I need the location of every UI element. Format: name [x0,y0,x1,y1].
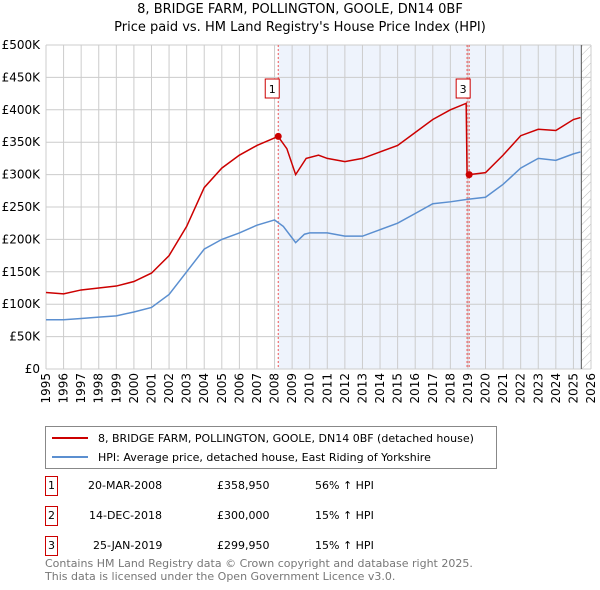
x-tick-label: 2002 [162,373,176,404]
sale-hpi: 15% ↑ HPI [315,509,374,522]
footer-line: Contains HM Land Registry data © Crown c… [45,557,473,570]
x-tick-label: 2013 [355,373,369,404]
x-tick-label: 2000 [127,373,141,404]
x-tick-label: 2012 [338,373,352,404]
sale-label-box [264,78,280,99]
sale-point [465,171,473,179]
sale-number: 3 [45,536,58,556]
y-tick-label: £100K [2,297,42,311]
sale-date: 20-MAR-2008 [88,479,163,492]
y-tick-label: £500K [2,38,42,52]
legend-swatch-property [52,437,88,439]
sale-number: 1 [45,476,58,496]
x-tick-label: 1998 [92,373,106,404]
x-tick-label: 2010 [303,373,317,404]
x-tick-label: 2022 [514,373,528,404]
sale-label-box [455,78,471,99]
x-tick-label: 1995 [39,373,53,404]
sale-price: £299,950 [217,539,270,552]
x-tick-label: 2009 [285,373,299,404]
x-tick-label: 2003 [180,373,194,404]
x-tick-label: 2016 [408,373,422,404]
legend-label-property: 8, BRIDGE FARM, POLLINGTON, GOOLE, DN14 … [98,431,474,445]
y-tick-label: £50K [9,330,41,344]
legend: 8, BRIDGE FARM, POLLINGTON, GOOLE, DN14 … [45,426,497,469]
x-tick-label: 2006 [232,373,246,404]
sale-label: 3 [460,83,467,96]
y-tick-label: £400K [2,103,42,117]
sale-price: £358,950 [217,479,270,492]
footer-line: This data is licensed under the Open Gov… [45,570,396,583]
sale-point [274,132,282,140]
x-tick-label: 2018 [443,373,457,404]
sale-hpi: 15% ↑ HPI [315,539,374,552]
x-tick-label: 2019 [461,373,475,404]
x-tick-label: 2005 [215,373,229,404]
x-tick-label: 2008 [268,373,282,404]
x-tick-label: 1996 [57,373,71,404]
x-tick-label: 2017 [426,373,440,404]
x-tick-label: 2024 [549,373,563,404]
x-tick-label: 1997 [74,373,88,404]
y-tick-label: £200K [2,232,42,246]
x-tick-label: 2007 [250,373,264,404]
sale-number: 2 [45,506,58,526]
y-tick-label: £150K [2,265,42,279]
sale-date: 14-DEC-2018 [89,509,163,522]
y-tick-label: £250K [2,200,42,214]
series-line [45,102,581,295]
sale-price: £300,000 [217,509,270,522]
x-tick-label: 2004 [197,373,211,404]
x-tick-label: 2026 [584,373,598,404]
x-tick-label: 2014 [373,373,387,404]
y-tick-label: £350K [2,135,42,149]
y-tick-label: £0 [25,362,40,376]
x-tick-label: 2015 [391,373,405,404]
y-tick-label: £450K [2,70,42,84]
sale-date: 25-JAN-2019 [93,539,163,552]
x-tick-label: 2011 [320,373,334,404]
sale-label: 1 [269,83,276,96]
series-line [46,151,581,321]
x-tick-label: 1999 [109,373,123,404]
x-tick-label: 2001 [144,373,158,404]
x-tick-label: 2025 [566,373,580,404]
chart-subtitle: Price paid vs. HM Land Registry's House … [114,20,486,35]
x-tick-label: 2021 [496,373,510,404]
legend-swatch-hpi [52,456,88,458]
footer: Contains HM Land Registry data © Crown c… [45,557,473,583]
x-tick-label: 2023 [531,373,545,404]
legend-label-hpi: HPI: Average price, detached house, East… [98,450,431,464]
chart-title: 8, BRIDGE FARM, POLLINGTON, GOOLE, DN14 … [137,2,463,17]
x-tick-label: 2020 [479,373,493,404]
sale-hpi: 56% ↑ HPI [315,479,374,492]
price-chart: 1995 1996 1997 1998 1999 2000 2001 2002 2003 2004… [2,38,598,404]
y-tick-label: £300K [2,168,42,182]
